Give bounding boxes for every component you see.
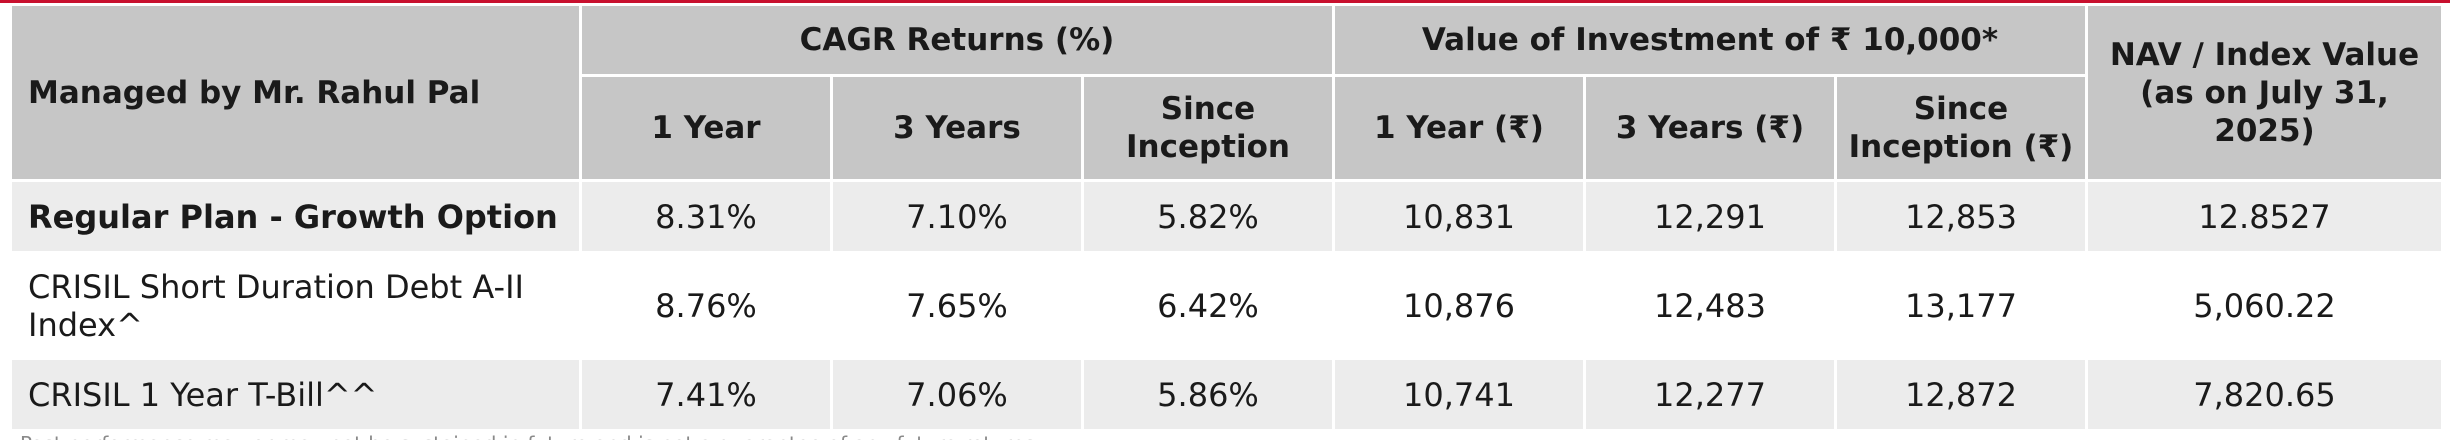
row-label: CRISIL Short Duration Debt A-II Index^ <box>9 251 582 360</box>
col-header-value-inception: Since Inception (₹) <box>1834 74 2088 182</box>
row-label: CRISIL 1 Year T-Bill^^ <box>9 357 582 432</box>
table-row-regular-plan: Regular Plan - Growth Option 8.31% 7.10%… <box>9 179 2444 254</box>
col-header-cagr-inception: Since Inception <box>1081 74 1335 182</box>
cell-nav: 12.8527 <box>2085 179 2444 254</box>
investment-value-header: Value of Investment of ₹ 10,000* <box>1332 3 2088 77</box>
cell-value-3y: 12,277 <box>1583 357 1837 432</box>
top-accent-line <box>0 0 2450 3</box>
col-header-cagr-1y: 1 Year <box>579 74 833 182</box>
cell-nav: 7,820.65 <box>2085 357 2444 432</box>
header-row-periods: 1 Year 3 Years Since Inception 1 Year (₹… <box>11 74 2443 182</box>
cell-cagr-1y: 8.31% <box>579 179 833 254</box>
cell-value-1y: 10,831 <box>1332 179 1586 254</box>
cell-nav: 5,060.22 <box>2085 251 2444 360</box>
nav-index-header: NAV / Index Value (as on July 31, 2025) <box>2085 3 2444 182</box>
performance-table: Managed by Mr. Rahul Pal CAGR Returns (%… <box>9 3 2444 432</box>
cell-cagr-1y: 8.76% <box>579 251 833 360</box>
cell-cagr-3y: 7.65% <box>830 251 1084 360</box>
cell-value-3y: 12,483 <box>1583 251 1837 360</box>
cell-cagr-3y: 7.06% <box>830 357 1084 432</box>
cell-value-inception: 12,872 <box>1834 357 2088 432</box>
cell-value-1y: 10,876 <box>1332 251 1586 360</box>
col-header-cagr-3y: 3 Years <box>830 74 1084 182</box>
cell-value-inception: 13,177 <box>1834 251 2088 360</box>
row-label: Regular Plan - Growth Option <box>9 179 582 254</box>
cell-cagr-1y: 7.41% <box>579 357 833 432</box>
footnote-cut-off: Past performance may or may not be susta… <box>20 434 1520 440</box>
cell-value-3y: 12,291 <box>1583 179 1837 254</box>
cagr-returns-header: CAGR Returns (%) <box>579 3 1335 77</box>
cell-value-inception: 12,853 <box>1834 179 2088 254</box>
cell-cagr-3y: 7.10% <box>830 179 1084 254</box>
cell-cagr-inception: 5.86% <box>1081 357 1335 432</box>
cell-value-1y: 10,741 <box>1332 357 1586 432</box>
cell-cagr-inception: 6.42% <box>1081 251 1335 360</box>
col-header-value-1y: 1 Year (₹) <box>1332 74 1586 182</box>
header-row-groups: Managed by Mr. Rahul Pal CAGR Returns (%… <box>9 3 2444 182</box>
table-row-benchmark: CRISIL Short Duration Debt A-II Index^ 8… <box>9 251 2444 360</box>
table-row-additional-benchmark: CRISIL 1 Year T-Bill^^ 7.41% 7.06% 5.86%… <box>9 357 2444 432</box>
fund-manager-header: Managed by Mr. Rahul Pal <box>9 3 582 182</box>
col-header-value-3y: 3 Years (₹) <box>1583 74 1837 182</box>
cell-cagr-inception: 5.82% <box>1081 179 1335 254</box>
